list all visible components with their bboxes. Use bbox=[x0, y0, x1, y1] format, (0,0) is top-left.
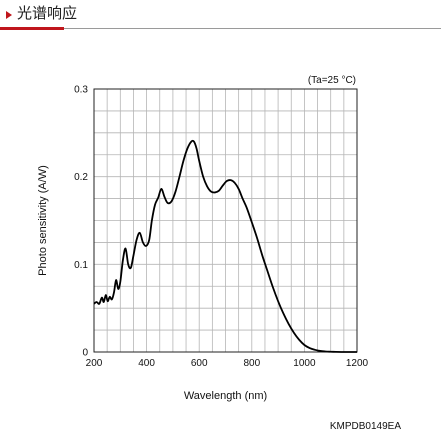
header-divider bbox=[0, 28, 441, 29]
section-header: 光谱响应 bbox=[0, 0, 441, 31]
x-tick-label: 1200 bbox=[346, 358, 369, 369]
header-accent-bar bbox=[0, 27, 64, 30]
spectral-response-curve bbox=[93, 139, 357, 353]
section-title: 光谱响应 bbox=[17, 5, 78, 22]
y-axis-label: Photo sensitivity (A/W) bbox=[37, 165, 49, 276]
triangle-marker-icon bbox=[6, 11, 12, 19]
condition-annotation: (Ta=25 °C) bbox=[308, 75, 356, 86]
x-tick-label: 200 bbox=[86, 358, 103, 369]
x-tick-label: 1000 bbox=[293, 358, 316, 369]
x-tick-label: 400 bbox=[138, 358, 155, 369]
y-tick-label: 0.3 bbox=[74, 85, 88, 96]
x-tick-label: 800 bbox=[243, 358, 260, 369]
document-code: KMPDB0149EA bbox=[329, 421, 401, 432]
y-tick-label: 0.1 bbox=[74, 260, 88, 271]
x-tick-label: 600 bbox=[191, 358, 208, 369]
plot-frame bbox=[93, 88, 358, 353]
y-tick-label: 0.2 bbox=[74, 172, 88, 183]
y-tick-label: 0 bbox=[82, 348, 88, 359]
x-axis-label: Wavelength (nm) bbox=[184, 390, 267, 402]
